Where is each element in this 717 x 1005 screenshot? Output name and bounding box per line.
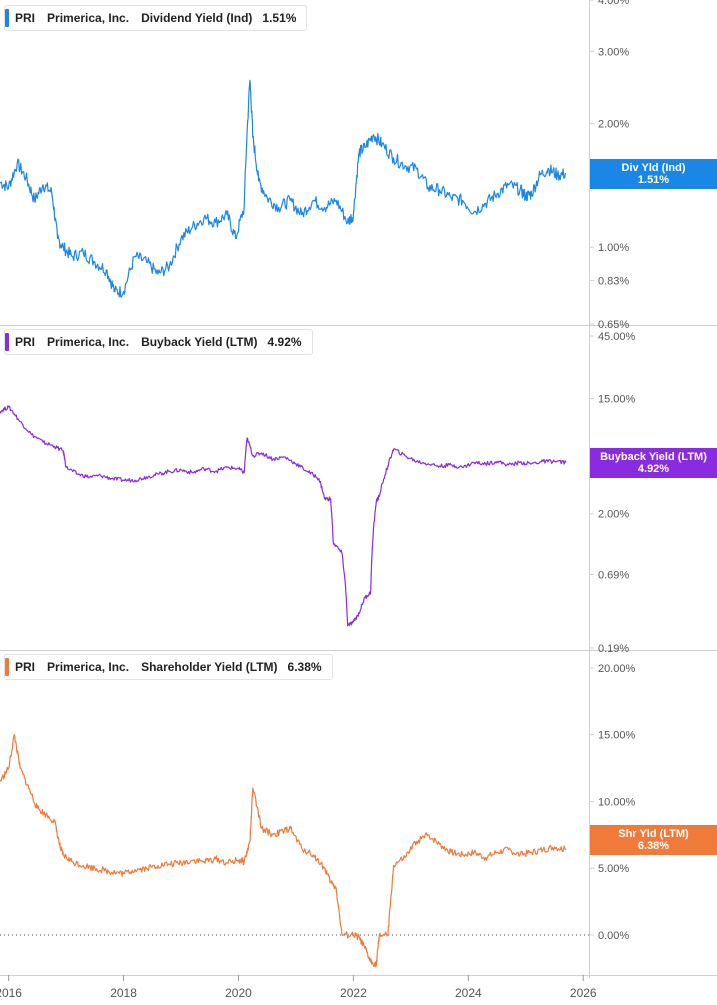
legend-company: Primerica, Inc. (47, 11, 130, 25)
legend-value: 6.38% (287, 660, 322, 674)
y-tick-label: 5.00% (598, 863, 629, 875)
series-color-swatch (5, 333, 9, 351)
series-line (0, 79, 566, 298)
legend-metric: Buyback Yield (LTM) (141, 335, 258, 349)
legend-metric: Shareholder Yield (LTM) (141, 660, 278, 674)
badge-label: Buyback Yield (LTM) (600, 451, 707, 463)
legend-ticker: PRI (15, 11, 36, 25)
badge-label: Div Yld (Ind) (621, 162, 686, 174)
y-tick-label: 3.00% (598, 46, 629, 58)
legend-dividend-yield[interactable]: PRI Primerica, Inc. Dividend Yield (Ind)… (4, 5, 308, 31)
legend-value: 1.51% (262, 11, 297, 25)
legend-shareholder-yield[interactable]: PRI Primerica, Inc. Shareholder Yield (L… (4, 654, 333, 680)
current-value-badge-dividend: Div Yld (Ind) 1.51% (590, 159, 717, 189)
y-tick-label: 20.00% (598, 663, 636, 675)
series-color-swatch (5, 658, 9, 676)
legend-buyback-yield[interactable]: PRI Primerica, Inc. Buyback Yield (LTM) … (4, 329, 313, 355)
current-value-badge-buyback: Buyback Yield (LTM) 4.92% (590, 448, 717, 478)
legend-company: Primerica, Inc. (47, 335, 130, 349)
y-tick-label: 4.00% (598, 0, 629, 7)
legend-metric: Dividend Yield (Ind) (141, 11, 253, 25)
y-tick-label: 15.00% (598, 730, 636, 742)
y-tick-label: 0.00% (598, 930, 629, 942)
y-tick-label: 2.00% (598, 509, 629, 521)
y-tick-label: 10.00% (598, 796, 636, 808)
y-tick-label: 0.69% (598, 569, 629, 581)
legend-value: 4.92% (267, 335, 302, 349)
x-tick-label: 2024 (455, 986, 482, 1000)
badge-label: Shr Yld (LTM) (618, 828, 689, 840)
y-tick-label: 45.00% (598, 331, 636, 343)
series-line (0, 405, 567, 627)
badge-value: 4.92% (637, 463, 670, 475)
x-tick-label: 2016 (0, 986, 22, 1000)
y-tick-label: 0.19% (598, 643, 629, 655)
x-tick-label: 2020 (225, 986, 252, 1000)
series-line (0, 734, 567, 968)
badge-value: 6.38% (637, 840, 670, 852)
y-tick-label: 0.65% (598, 319, 629, 331)
x-tick-label: 2018 (110, 986, 137, 1000)
x-tick-label: 2022 (340, 986, 367, 1000)
y-tick-label: 0.83% (598, 275, 629, 287)
legend-company: Primerica, Inc. (47, 660, 130, 674)
y-tick-label: 2.00% (598, 119, 629, 131)
x-tick-label: 2026 (570, 986, 597, 1000)
series-color-swatch (5, 9, 9, 27)
y-tick-label: 15.00% (598, 394, 636, 406)
legend-ticker: PRI (15, 335, 36, 349)
y-tick-label: 1.00% (598, 242, 629, 254)
badge-value: 1.51% (637, 174, 670, 186)
legend-ticker: PRI (15, 660, 36, 674)
current-value-badge-shareholder: Shr Yld (LTM) 6.38% (590, 825, 717, 855)
